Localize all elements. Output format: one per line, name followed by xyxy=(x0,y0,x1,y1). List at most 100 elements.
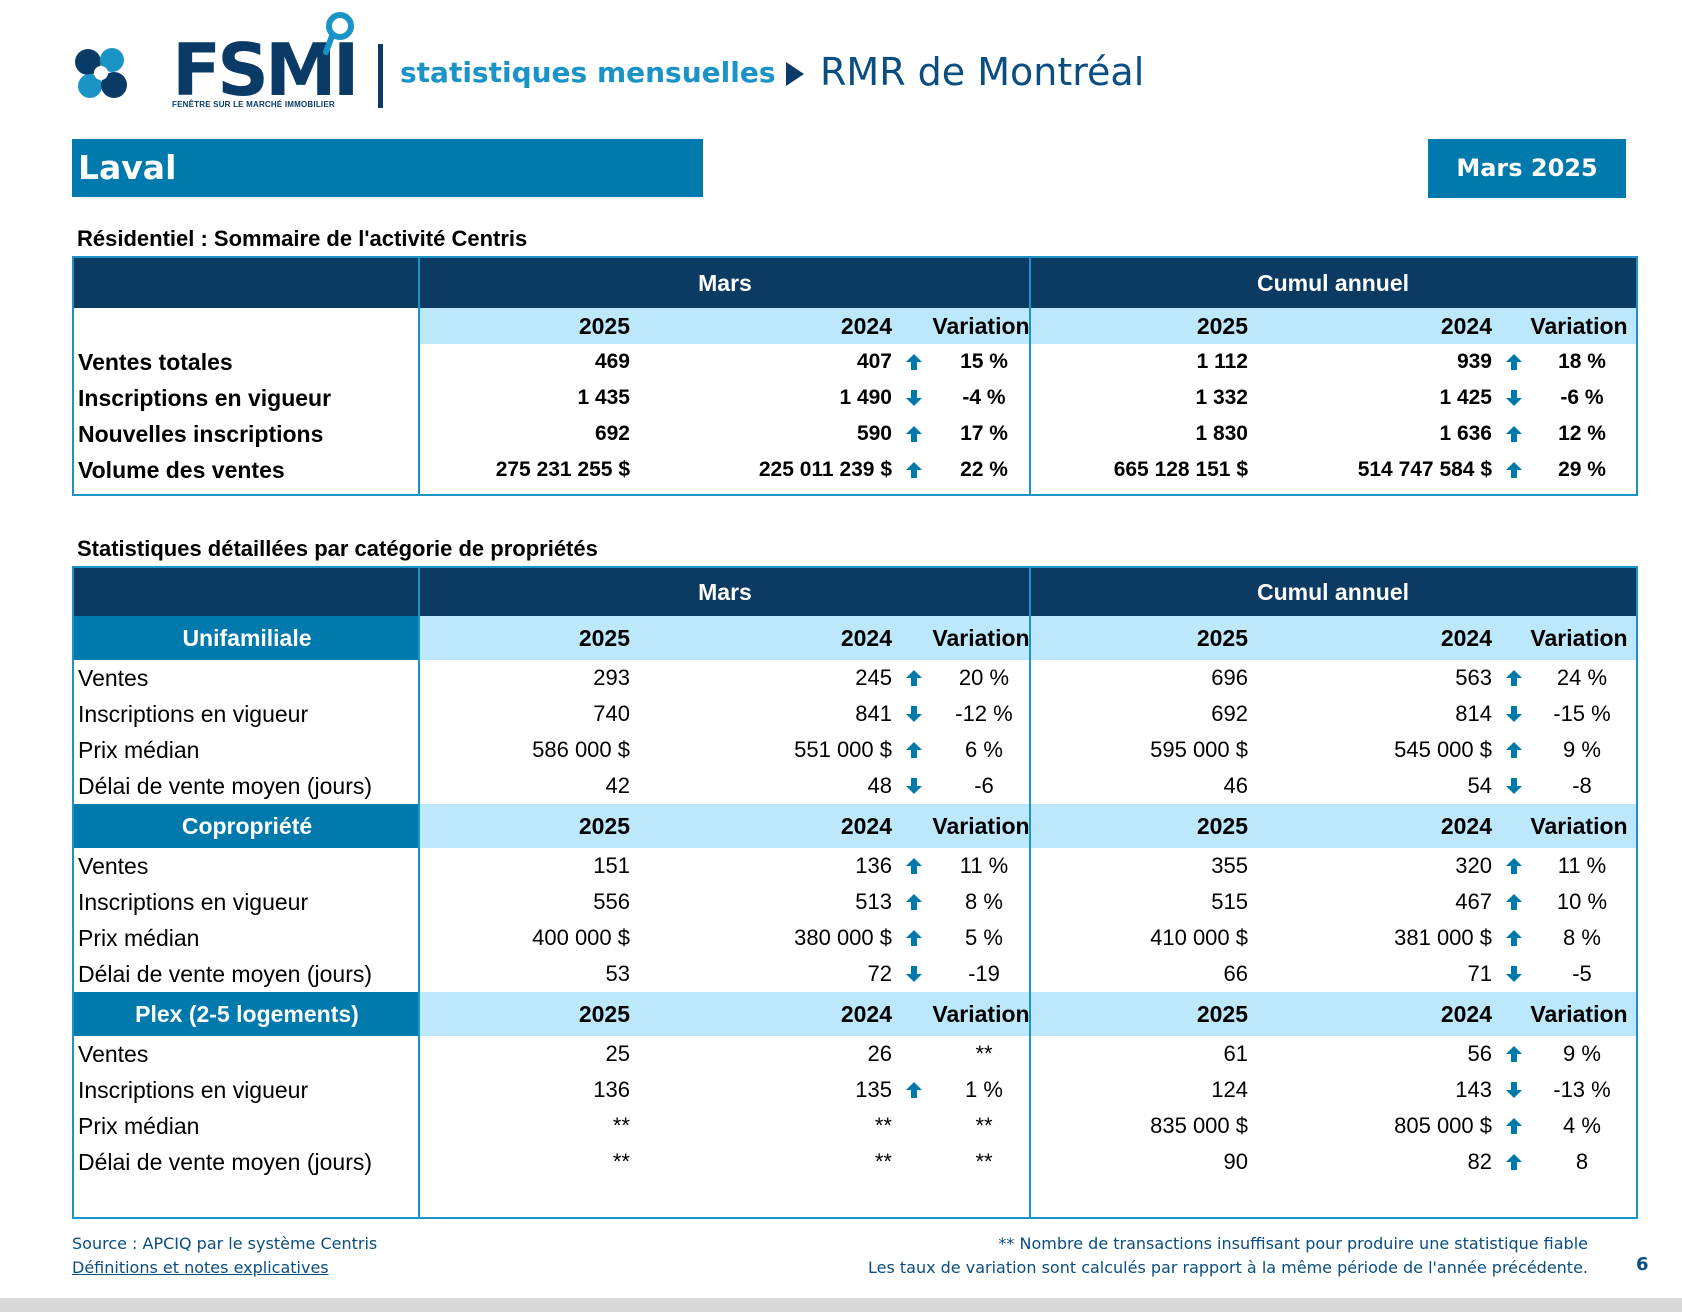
variation-month: ** xyxy=(975,1041,993,1066)
value-2024-month: ** xyxy=(874,1149,892,1174)
value-2025-month: ** xyxy=(612,1113,630,1138)
group-label-cumulative: Cumul annuel xyxy=(1030,568,1636,616)
arrow-up-icon xyxy=(904,669,924,687)
column-header-band xyxy=(420,992,1636,1036)
value-2025-cumul: 696 xyxy=(1211,665,1248,690)
value-2025-month: 556 xyxy=(593,889,630,914)
arrow-up-icon xyxy=(1504,893,1524,911)
value-2024-cumul: 1 425 xyxy=(1439,386,1492,409)
col-2025-month: 2025 xyxy=(578,624,630,651)
variation-month: -4 % xyxy=(962,386,1006,409)
value-2025-cumul: 1 112 xyxy=(1196,350,1248,373)
arrow-down-icon xyxy=(1504,389,1524,407)
table-row: Ventes 293 245 20 % 696 563 24 % xyxy=(74,660,1636,696)
variation-cumul: 29 % xyxy=(1558,458,1606,481)
row-label: Inscriptions en vigueur xyxy=(78,1076,309,1103)
arrow-up-icon xyxy=(904,425,924,443)
variation-month: 17 % xyxy=(960,422,1008,445)
table-row: Ventes totales 469 407 15 % 1 112 939 18 % xyxy=(74,344,1636,380)
page-number: 6 xyxy=(1636,1254,1649,1275)
arrow-up-icon xyxy=(904,741,924,759)
value-2024-month: 245 xyxy=(855,665,892,690)
value-2024-cumul: 545 000 $ xyxy=(1394,737,1492,762)
col-2024-month: 2024 xyxy=(840,312,892,339)
value-2025-month: 692 xyxy=(594,422,630,445)
value-2024-month: 551 000 $ xyxy=(794,737,892,762)
table-row: Prix médian 400 000 $ 380 000 $ 5 % 410 000 … xyxy=(74,920,1636,956)
table-row: Inscriptions en vigueur 1 435 1 490 -4 % 1 3… xyxy=(74,380,1636,416)
definitions-link[interactable]: Définitions et notes explicatives xyxy=(72,1258,329,1277)
arrow-up-icon xyxy=(1504,1045,1524,1063)
arrow-up-icon xyxy=(1504,669,1524,687)
value-2024-month: 26 xyxy=(867,1041,892,1066)
col-2024-cumul: 2024 xyxy=(1440,812,1492,839)
category-label xyxy=(74,308,420,344)
variation-month: 20 % xyxy=(958,665,1010,690)
col-2024-cumul: 2024 xyxy=(1440,1000,1492,1027)
col-2025-cumul: 2025 xyxy=(1196,312,1248,339)
col-2025-month: 2025 xyxy=(578,1000,630,1027)
row-label: Inscriptions en vigueur xyxy=(78,700,309,727)
value-2024-cumul: 467 xyxy=(1455,889,1492,914)
value-2024-cumul: 939 xyxy=(1456,350,1492,373)
value-2025-cumul: 835 000 $ xyxy=(1150,1113,1248,1138)
row-label: Délai de vente moyen (jours) xyxy=(78,772,373,799)
value-2024-month: 1 490 xyxy=(839,386,892,409)
value-2025-month: 586 000 $ xyxy=(532,737,630,762)
variation-month: -19 xyxy=(968,961,1000,986)
variation-cumul: -13 % xyxy=(1553,1077,1611,1102)
value-2025-cumul: 1 830 xyxy=(1195,422,1248,445)
col-2025-month: 2025 xyxy=(578,312,630,339)
arrow-up-icon xyxy=(904,353,924,371)
value-2025-month: 275 231 255 $ xyxy=(495,458,630,481)
value-2024-month: 380 000 $ xyxy=(794,925,892,950)
value-2024-cumul: 381 000 $ xyxy=(1394,925,1492,950)
table-row: Délai de vente moyen (jours) ** ** ** 90 82 8 xyxy=(74,1144,1636,1180)
variation-cumul: 4 % xyxy=(1563,1113,1601,1138)
col-variation-cumul: Variation xyxy=(1530,312,1628,339)
arrow-down-icon xyxy=(904,965,924,983)
row-label: Inscriptions en vigueur xyxy=(78,888,309,915)
table-row: Inscriptions en vigueur 556 513 8 % 515 467 10… xyxy=(74,884,1636,920)
variation-cumul: 24 % xyxy=(1556,665,1608,690)
value-2025-month: ** xyxy=(612,1149,630,1174)
group-header-row: Mars Cumul annuel xyxy=(74,568,1636,616)
value-2024-cumul: 143 xyxy=(1455,1077,1492,1102)
header-subtitle: statistiques mensuelles xyxy=(400,56,776,89)
arrow-up-icon xyxy=(1504,425,1524,443)
col-variation-cumul: Variation xyxy=(1530,624,1628,651)
table-row: Délai de vente moyen (jours) 53 72 -19 66 71 -… xyxy=(74,956,1636,992)
table-row: Prix médian ** ** ** 835 000 $ 805 000 $ 4 % xyxy=(74,1108,1636,1144)
group-header-row: Mars Cumul annuel xyxy=(74,258,1636,308)
value-2025-month: 25 xyxy=(605,1041,630,1066)
category-header-row: Copropriété 2025 2024 Variation 2025 2024 Vari… xyxy=(74,804,1636,848)
value-2024-month: 841 xyxy=(855,701,892,726)
col-2024-month: 2024 xyxy=(840,812,892,839)
variation-cumul: 10 % xyxy=(1556,889,1608,914)
variation-month: 11 % xyxy=(959,853,1009,878)
col-2025-month: 2025 xyxy=(578,812,630,839)
city-banner: Laval xyxy=(72,139,703,197)
fsmi-logo-mark-icon xyxy=(68,40,134,106)
col-2025-cumul: 2025 xyxy=(1196,812,1248,839)
variation-month: -12 % xyxy=(955,701,1013,726)
summary-title: Résidentiel : Sommaire de l'activité Cen… xyxy=(77,226,528,251)
col-variation-cumul: Variation xyxy=(1530,812,1628,839)
table-row: Délai de vente moyen (jours) 42 48 -6 46 54 -8 xyxy=(74,768,1636,804)
bottom-bar xyxy=(0,1298,1682,1312)
variation-month: 8 % xyxy=(965,889,1003,914)
variation-month: ** xyxy=(975,1149,993,1174)
arrow-down-icon xyxy=(1504,1081,1524,1099)
arrow-down-icon xyxy=(1504,965,1524,983)
arrow-up-icon xyxy=(904,1081,924,1099)
col-variation-cumul: Variation xyxy=(1530,1000,1628,1027)
column-divider xyxy=(418,258,420,494)
variation-cumul: -8 xyxy=(1572,773,1592,798)
value-2024-cumul: 814 xyxy=(1455,701,1492,726)
arrow-down-icon xyxy=(904,705,924,723)
row-label: Délai de vente moyen (jours) xyxy=(78,960,373,987)
value-2025-month: 53 xyxy=(605,961,630,986)
value-2025-cumul: 355 xyxy=(1211,853,1248,878)
value-2024-month: 225 011 239 $ xyxy=(758,458,892,481)
group-label-cumulative: Cumul annuel xyxy=(1030,258,1636,308)
